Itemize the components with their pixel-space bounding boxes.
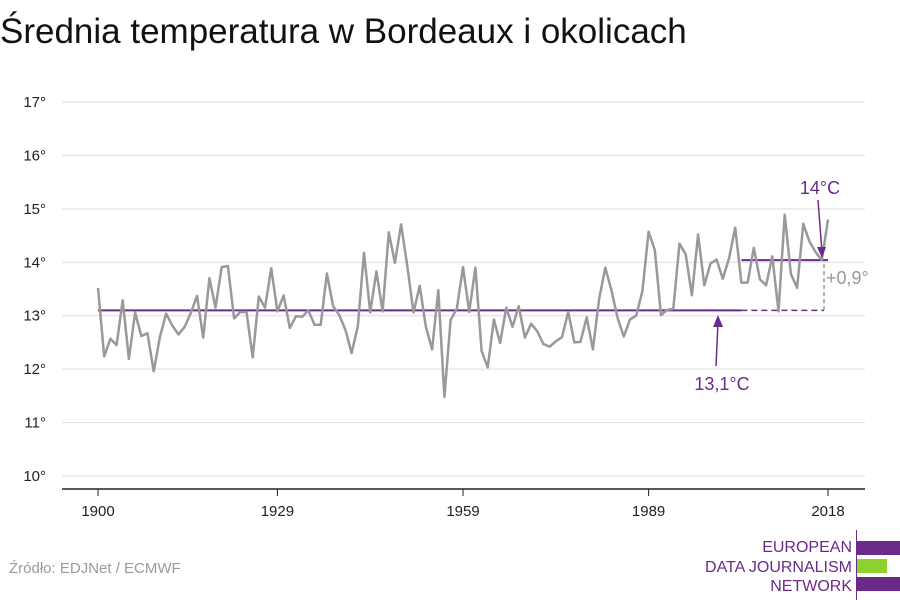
x-tick-label: 1959 (446, 503, 479, 520)
page-title: Średnia temperatura w Bordeaux i okolica… (0, 12, 687, 51)
arrow-baseline-mean (715, 321, 719, 367)
arrowhead-baseline-mean (713, 315, 723, 327)
annotation-baseline-mean: 13,1°C (694, 374, 749, 394)
logo-bar-green (857, 559, 887, 573)
arrowhead-recent-mean (817, 247, 826, 258)
source-note: Źródło: EDJNet / ECMWF (9, 560, 181, 577)
x-tick-label: 1929 (261, 503, 294, 520)
x-axis: 1900 1929 1959 1989 2018 (62, 488, 865, 520)
y-tick-label: 13° (23, 308, 46, 325)
series-layer (96, 213, 830, 399)
annotations: 14°C 13,1°C +0,9° (694, 178, 868, 394)
arrow-recent-mean (817, 199, 823, 253)
x-tick-label: 1989 (632, 503, 665, 520)
y-tick-label: 14° (23, 254, 46, 271)
y-tick-label: 15° (23, 201, 46, 218)
logo-divider (856, 530, 857, 600)
logo-line-3: NETWORK (770, 578, 852, 595)
y-tick-label: 10° (23, 468, 46, 485)
x-tick-label: 2018 (811, 503, 844, 520)
logo-line-1: EUROPEAN (762, 539, 852, 556)
logo-bar-purple-bottom (857, 577, 900, 591)
y-tick-label: 17° (23, 94, 46, 111)
x-tick-label: 1900 (81, 503, 114, 520)
edjnet-logo: EUROPEAN DATA JOURNALISM NETWORK (700, 530, 900, 600)
annotation-recent-mean: 14°C (800, 178, 840, 198)
logo-line-2: DATA JOURNALISM (705, 559, 852, 576)
y-tick-label: 12° (23, 361, 46, 378)
y-tick-labels: 10° 11° 12° 13° 14° 15° 16° 17° (23, 94, 46, 485)
logo-bar-purple-top (857, 541, 900, 555)
annotation-difference: +0,9° (826, 268, 869, 288)
y-tick-label: 11° (24, 415, 46, 432)
y-tick-label: 16° (23, 147, 46, 164)
grid-lines (62, 101, 865, 477)
temperature-series-line (96, 213, 830, 399)
